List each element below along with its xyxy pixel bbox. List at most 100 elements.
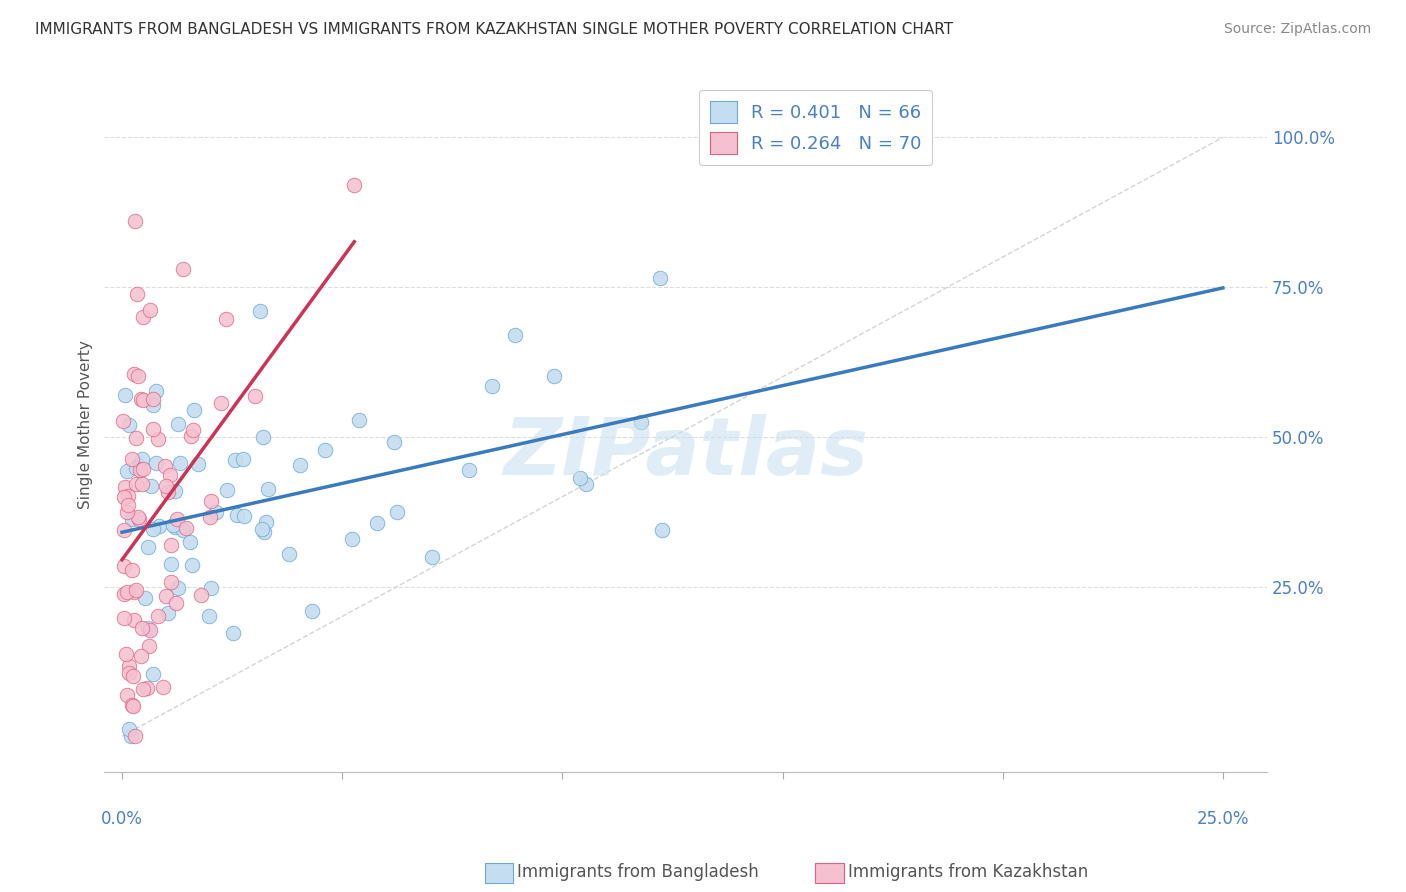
Text: Source: ZipAtlas.com: Source: ZipAtlas.com — [1223, 22, 1371, 37]
Point — [209, 395, 232, 409]
Legend: R = 0.401   N = 66, R = 0.264   N = 70: R = 0.401 N = 66, R = 0.264 N = 70 — [699, 90, 932, 165]
Point — [347, 413, 370, 427]
Point — [157, 484, 180, 499]
Point — [148, 519, 170, 533]
Point — [253, 525, 276, 540]
Point — [131, 621, 153, 635]
Point — [198, 509, 221, 524]
Point — [155, 590, 177, 604]
Point — [172, 262, 194, 277]
Point — [124, 729, 146, 743]
Point — [387, 505, 409, 519]
Point — [257, 482, 280, 496]
Point — [198, 608, 221, 623]
Point — [187, 457, 209, 471]
Point — [127, 509, 149, 524]
Point — [205, 504, 228, 518]
Point — [120, 729, 142, 743]
Point — [420, 549, 443, 564]
Point — [145, 456, 167, 470]
Point — [125, 477, 148, 491]
Point — [145, 384, 167, 398]
Point — [112, 558, 135, 573]
Point — [190, 588, 212, 602]
Point — [651, 523, 673, 537]
Point — [165, 520, 187, 534]
Point — [200, 494, 222, 508]
Point — [160, 537, 183, 551]
Point — [114, 480, 136, 494]
Point — [127, 458, 149, 472]
Point — [165, 596, 187, 610]
Point — [139, 478, 162, 492]
Point — [127, 287, 149, 301]
Point — [117, 688, 139, 702]
Point — [122, 699, 145, 714]
Point — [575, 477, 598, 491]
Point — [121, 563, 143, 577]
Point — [252, 522, 274, 536]
Point — [131, 648, 153, 663]
Point — [117, 498, 139, 512]
Point — [503, 328, 526, 343]
Point — [112, 587, 135, 601]
Point — [155, 479, 177, 493]
Point — [122, 585, 145, 599]
Point — [165, 483, 187, 498]
Point — [249, 303, 271, 318]
Point — [112, 490, 135, 504]
Point — [112, 414, 135, 428]
Point — [139, 302, 162, 317]
Point — [630, 415, 652, 429]
Point — [115, 584, 138, 599]
Point — [181, 558, 204, 572]
Point — [127, 368, 149, 383]
Point — [159, 557, 181, 571]
Text: IMMIGRANTS FROM BANGLADESH VS IMMIGRANTS FROM KAZAKHSTAN SINGLE MOTHER POVERTY C: IMMIGRANTS FROM BANGLADESH VS IMMIGRANTS… — [35, 22, 953, 37]
Point — [179, 534, 201, 549]
Point — [224, 452, 246, 467]
Point — [117, 489, 139, 503]
Point — [481, 378, 503, 392]
Point — [166, 512, 188, 526]
Point — [543, 368, 565, 383]
Point — [222, 625, 245, 640]
Point — [121, 698, 143, 712]
Point — [458, 463, 481, 477]
Point — [118, 722, 141, 736]
Point — [114, 388, 136, 402]
Point — [288, 458, 311, 473]
Point — [134, 591, 156, 605]
Point — [142, 666, 165, 681]
Y-axis label: Single Mother Poverty: Single Mother Poverty — [79, 341, 93, 509]
Text: Immigrants from Bangladesh: Immigrants from Bangladesh — [517, 863, 759, 881]
Point — [139, 623, 162, 637]
Point — [225, 508, 247, 523]
Point — [124, 214, 146, 228]
Point — [121, 669, 143, 683]
Point — [132, 392, 155, 407]
Point — [136, 540, 159, 554]
Point — [136, 621, 159, 635]
Point — [180, 429, 202, 443]
Point — [217, 483, 239, 498]
Point — [172, 523, 194, 537]
Point — [366, 516, 388, 530]
Point — [135, 681, 157, 696]
Point — [117, 665, 139, 680]
Point — [181, 423, 204, 437]
Point — [243, 389, 266, 403]
Point — [301, 605, 323, 619]
Point — [115, 647, 138, 661]
Point — [142, 422, 165, 436]
Text: Immigrants from Kazakhstan: Immigrants from Kazakhstan — [848, 863, 1088, 881]
Point — [160, 575, 183, 590]
Point — [131, 452, 153, 467]
Point — [183, 403, 205, 417]
Point — [314, 442, 336, 457]
Point — [112, 523, 135, 537]
Point — [117, 464, 139, 478]
Point — [232, 452, 254, 467]
Text: ZIPatlas: ZIPatlas — [503, 414, 868, 491]
Point — [200, 581, 222, 595]
